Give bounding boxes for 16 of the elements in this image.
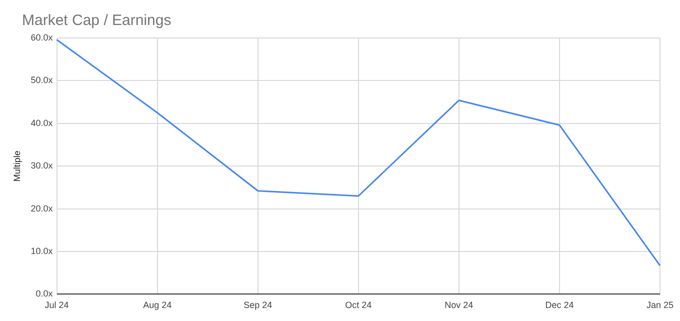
x-tick-label: Jan 25 bbox=[646, 300, 674, 310]
x-tick-label: Dec 24 bbox=[545, 300, 574, 310]
y-tick-label: 30.0x bbox=[30, 160, 54, 171]
y-tick-label: 50.0x bbox=[30, 75, 54, 86]
y-tick-label: 20.0x bbox=[30, 203, 54, 214]
x-tick-label: Nov 24 bbox=[444, 300, 474, 310]
x-tick-label: Oct 24 bbox=[345, 300, 372, 310]
y-axis-title: Multiple bbox=[12, 150, 22, 182]
x-tick-label: Sep 24 bbox=[244, 300, 272, 310]
x-tick-label: Aug 24 bbox=[143, 300, 172, 310]
x-tick-label: Jul 24 bbox=[44, 300, 69, 310]
y-tick-label: 40.0x bbox=[30, 118, 54, 128]
y-tick-label: 0.0x bbox=[36, 288, 54, 299]
y-tick-label: 10.0x bbox=[30, 246, 54, 256]
y-tick-label: 60.0x bbox=[30, 32, 54, 42]
chart-title: Market Cap / Earnings bbox=[22, 12, 172, 29]
